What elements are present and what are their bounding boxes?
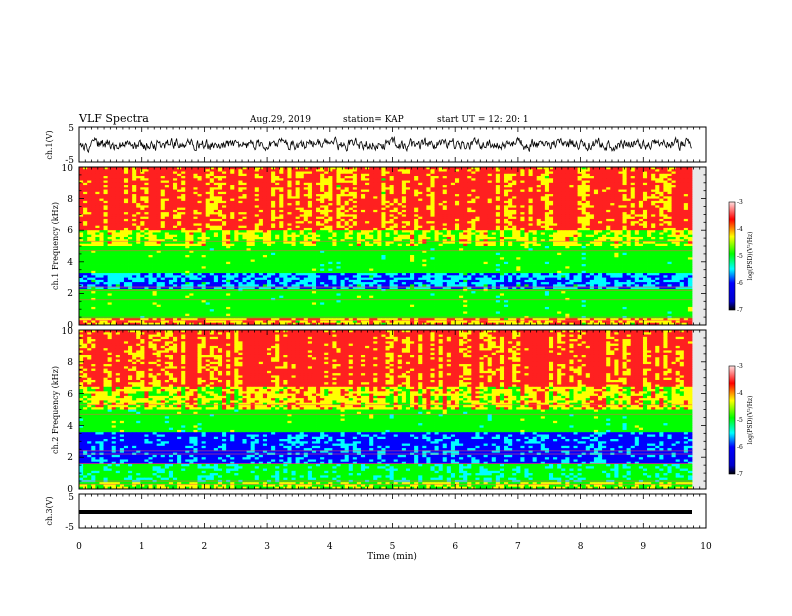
ch1-waveform-ylabel: ch.1(V) bbox=[45, 130, 54, 159]
ch1-colorbar-label: log(PSD)(V²/Hz) bbox=[747, 232, 754, 281]
ch1-cb-tick-5: -5 bbox=[737, 253, 743, 260]
xtick-9: 9 bbox=[640, 542, 646, 552]
ch1-spectrogram-image bbox=[79, 167, 706, 325]
xtick-10: 10 bbox=[700, 542, 712, 552]
ch2-ytick-6: 6 bbox=[67, 390, 73, 400]
xtick-7: 7 bbox=[515, 542, 521, 552]
ch1-cb-tick-6: -6 bbox=[737, 280, 743, 287]
ch2-cb-tick-6: -6 bbox=[737, 444, 743, 451]
ch2-spec-ylabel: ch.2 Frequency (kHz) bbox=[51, 366, 60, 454]
ch2-ytick-8: 8 bbox=[67, 358, 73, 368]
ch3-waveform-ylabel: ch.3(V) bbox=[45, 496, 54, 525]
ch1-ytick-top: 5 bbox=[68, 124, 74, 134]
ch1-spectrogram-panel: 0 2 4 6 8 10 ch.1 Frequency (kHz) -3 -4 … bbox=[51, 164, 754, 331]
xtick-1: 1 bbox=[139, 542, 145, 552]
ch3-ytick-top: 5 bbox=[68, 493, 74, 503]
header-start-time: start UT = 12: 20: 1 bbox=[437, 115, 529, 125]
ch2-spectrogram-image bbox=[79, 330, 706, 489]
xtick-6: 6 bbox=[452, 542, 458, 552]
ch2-ytick-4: 4 bbox=[67, 422, 73, 432]
xtick-4: 4 bbox=[327, 542, 333, 552]
x-axis-label: Time (min) bbox=[367, 551, 417, 562]
ch1-colorbar bbox=[729, 202, 735, 310]
ch1-cb-tick-3: -3 bbox=[737, 199, 743, 206]
ch2-cb-tick-4: -4 bbox=[737, 390, 743, 397]
ch1-ytick-8: 8 bbox=[67, 195, 73, 205]
ch1-ytick-10: 10 bbox=[62, 164, 74, 174]
ch3-waveform-panel: 5 -5 ch.3(V) bbox=[45, 493, 706, 533]
ch1-cb-tick-4: -4 bbox=[737, 226, 743, 233]
xtick-5: 5 bbox=[390, 542, 396, 552]
xtick-0: 0 bbox=[76, 542, 82, 552]
figure-title: VLF Spectra bbox=[78, 112, 149, 125]
ch2-ytick-2: 2 bbox=[67, 453, 73, 463]
ch2-spectrogram-panel: 0 2 4 6 8 10 ch.2 Frequency (kHz) -3 -4 … bbox=[51, 327, 754, 495]
vlf-spectra-figure: VLF Spectra Aug.29, 2019 station= KAP st… bbox=[0, 0, 792, 612]
ch1-ytick-4: 4 bbox=[67, 258, 73, 268]
ch2-ytick-10: 10 bbox=[62, 327, 74, 337]
ch3-waveform-trace bbox=[79, 510, 692, 514]
ch2-cb-tick-5: -5 bbox=[737, 417, 743, 424]
ch2-colorbar-label: log(PSD)(V²/Hz) bbox=[747, 396, 754, 445]
header-station: station= KAP bbox=[343, 115, 404, 125]
ch1-ytick-6: 6 bbox=[67, 226, 73, 236]
ch2-colorbar bbox=[729, 366, 735, 474]
ch1-ytick-2: 2 bbox=[67, 289, 73, 299]
header-date: Aug.29, 2019 bbox=[249, 115, 311, 125]
ch1-cb-tick-7: -7 bbox=[737, 307, 743, 314]
xtick-2: 2 bbox=[202, 542, 208, 552]
ch3-ytick-bottom: -5 bbox=[65, 523, 74, 533]
ch1-spec-ylabel: ch.1 Frequency (kHz) bbox=[51, 202, 60, 290]
xtick-3: 3 bbox=[264, 542, 270, 552]
ch2-spec-yticks: 0 2 4 6 8 10 bbox=[62, 327, 74, 495]
ch1-spec-yticks: 0 2 4 6 8 10 bbox=[62, 164, 74, 331]
xtick-8: 8 bbox=[578, 542, 584, 552]
x-axis: 0 1 2 3 4 5 6 7 8 9 10 Time (min) bbox=[76, 542, 712, 562]
ch2-cb-tick-7: -7 bbox=[737, 471, 743, 478]
ch2-cb-tick-3: -3 bbox=[737, 363, 743, 370]
ch1-waveform-panel: 5 -5 ch.1(V) bbox=[45, 124, 706, 166]
